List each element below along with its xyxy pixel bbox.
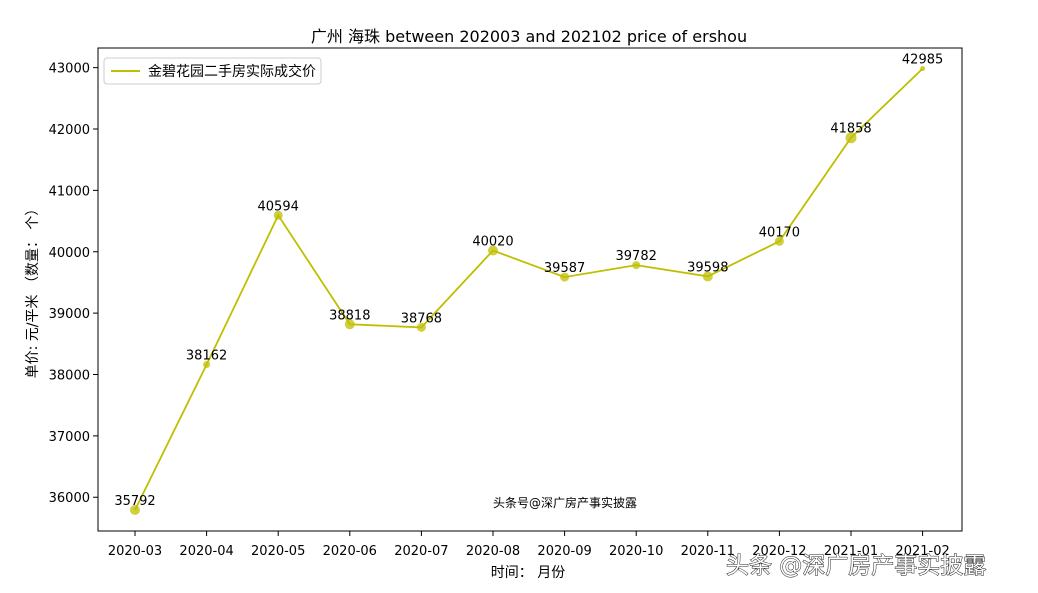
chart-annotation: 头条号@深广房产事实披露 xyxy=(493,495,637,510)
chart-title: 广州 海珠 between 202003 and 202102 price of… xyxy=(311,27,747,46)
x-tick-label: 2020-05 xyxy=(251,544,305,559)
x-axis: 2020-03 2020-04 2020-05 2020-06 2020-07 2020-… xyxy=(108,531,950,559)
data-point xyxy=(560,272,570,282)
x-tick-label: 2020-10 xyxy=(609,544,663,559)
y-tick-label: 37000 xyxy=(49,430,90,445)
data-label: 39598 xyxy=(687,260,728,275)
data-markers xyxy=(130,66,926,516)
x-tick-label: 2020-07 xyxy=(394,544,448,559)
data-label: 38818 xyxy=(329,308,370,323)
y-axis: 36000 37000 38000 39000 40000 41000 42000 43000 xyxy=(49,62,98,506)
data-point xyxy=(344,319,355,330)
data-label: 39587 xyxy=(544,261,585,276)
data-point xyxy=(774,236,784,246)
data-point xyxy=(632,261,641,270)
data-label: 40170 xyxy=(759,225,800,240)
legend: 金碧花园二手房实际成交价 xyxy=(103,57,322,85)
x-tick-label: 2020-09 xyxy=(537,544,591,559)
y-tick-label: 39000 xyxy=(49,307,90,322)
data-label: 40020 xyxy=(472,235,513,250)
plot-area xyxy=(97,47,963,532)
x-axis-label: 时间： 月份 xyxy=(491,565,565,581)
data-point xyxy=(416,322,426,332)
data-label: 42985 xyxy=(902,53,943,68)
y-tick-label: 41000 xyxy=(49,184,90,199)
x-tick-label: 2020-03 xyxy=(108,544,162,559)
data-point xyxy=(488,245,498,256)
x-tick-label: 2020-12 xyxy=(752,544,806,559)
data-label: 38768 xyxy=(401,311,442,326)
series-line xyxy=(134,67,924,511)
data-label: 40594 xyxy=(258,199,299,214)
x-tick-label: 2021-01 xyxy=(824,544,878,559)
legend-label: 金碧花园二手房实际成交价 xyxy=(148,63,316,80)
data-point xyxy=(273,210,283,220)
x-tick-label: 2020-08 xyxy=(466,544,520,559)
x-tick-label: 2021-02 xyxy=(895,544,949,559)
data-labels: 35792 38162 40594 38818 38768 40020 39587 39782… xyxy=(114,53,943,509)
data-point xyxy=(845,132,857,144)
y-tick-label: 42000 xyxy=(49,123,90,138)
x-tick-label: 2020-04 xyxy=(179,544,233,559)
data-point xyxy=(702,271,713,282)
data-label: 38162 xyxy=(186,349,227,364)
y-tick-label: 36000 xyxy=(49,491,90,506)
data-label: 35792 xyxy=(114,494,155,509)
x-tick-label: 2020-11 xyxy=(681,544,735,559)
watermark: 头条 @深广房产事实披露 xyxy=(726,553,986,579)
y-tick-label: 43000 xyxy=(49,62,90,77)
data-label: 39782 xyxy=(616,249,657,264)
y-tick-label: 40000 xyxy=(49,246,90,261)
y-axis-label: 单价: 元/平米 （数量： 个） xyxy=(25,202,41,379)
y-tick-label: 38000 xyxy=(49,369,90,384)
legend-box xyxy=(103,57,322,85)
data-label: 41858 xyxy=(830,122,871,137)
data-point xyxy=(920,66,926,72)
data-point xyxy=(130,505,140,516)
data-point xyxy=(203,361,211,369)
x-tick-label: 2020-06 xyxy=(323,544,377,559)
